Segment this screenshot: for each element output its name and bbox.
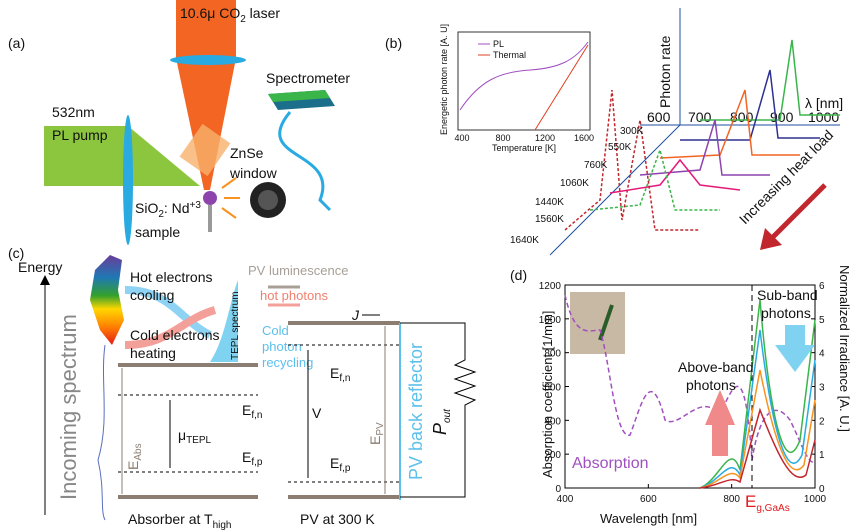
text: Cold — [262, 323, 289, 338]
panel-label: (d) — [510, 267, 527, 283]
y2-tick-label: 4 — [819, 349, 825, 360]
x-tick-label: 400 — [557, 494, 574, 505]
x-tick-label: 600 — [640, 494, 657, 505]
x-tick: 800 — [730, 109, 754, 125]
legend: PL — [493, 39, 504, 49]
temperature: 1440K — [535, 197, 564, 208]
text: PV luminescence — [248, 263, 348, 278]
ef: Ef,n — [242, 402, 262, 421]
pump-label: PL pump — [52, 127, 108, 143]
y-axis-label: Photon rate — [657, 35, 673, 108]
text: photon — [262, 339, 302, 354]
window-label: ZnSe — [230, 145, 264, 161]
legend: Thermal — [493, 50, 526, 60]
panel-b: (b) Energetic photon rate [A. U] 400 800… — [385, 8, 843, 255]
incoming-label: Incoming spectrum — [56, 314, 81, 500]
panel-c: (c) Energy Incoming spectrum Hot electro… — [8, 245, 475, 531]
thermal-curve — [535, 45, 588, 130]
x-tick: 1000 — [808, 109, 839, 125]
lens — [123, 115, 133, 245]
x-tick: 700 — [688, 109, 712, 125]
text: Above-band — [678, 359, 754, 375]
spectrum — [90, 255, 124, 345]
inset-x-tick: 1200 — [535, 133, 555, 143]
y-label: Absorption coefficient [1/mm] — [540, 311, 555, 478]
fiber — [280, 112, 330, 210]
mu: μTEPL — [178, 427, 212, 446]
rays — [222, 178, 240, 218]
ef: Ef,p — [330, 455, 351, 474]
inset-x-label: Temperature [K] — [492, 143, 556, 153]
text: heating — [130, 345, 176, 361]
text: recycling — [262, 355, 313, 370]
above-arrow — [705, 390, 735, 456]
x-tick: 600 — [647, 109, 671, 125]
y2-label: Normalized Irradiance [A. U.] — [837, 265, 852, 432]
inset-x-tick: 800 — [495, 133, 510, 143]
window — [180, 124, 231, 176]
text: Cold electrons — [130, 327, 220, 343]
temperature: 300K — [620, 126, 644, 137]
y2-tick-label: 1 — [819, 450, 825, 461]
spectra — [565, 40, 840, 230]
sample-label: sample — [135, 224, 180, 240]
x-tick-label: 1000 — [804, 494, 827, 505]
energy-label: Energy — [18, 259, 62, 275]
y2-tick-label: 2 — [819, 416, 825, 427]
temperature: 1060K — [560, 178, 589, 189]
x-label: Wavelength [nm] — [600, 511, 697, 526]
text: hot photons — [260, 288, 328, 303]
inset-frame — [458, 32, 590, 130]
text: PV at 300 K — [300, 511, 375, 527]
text: J — [351, 307, 360, 323]
p-out: Pout — [430, 408, 453, 435]
text: Absorber at Thigh — [128, 511, 231, 531]
temperature: 760K — [584, 160, 608, 171]
text: TEPL spectrum — [230, 291, 241, 360]
text: cooling — [130, 287, 174, 303]
ef: Ef,p — [242, 449, 263, 468]
y-tick-label: 1200 — [539, 281, 562, 292]
spectrometer-label: Spectrometer — [266, 70, 350, 86]
text: Sub-band — [757, 287, 818, 303]
eg: Eg,GaAs — [745, 492, 790, 514]
inset-x-tick: 400 — [454, 133, 469, 143]
sample-label: SiO2: Nd+3 — [135, 200, 201, 220]
temperature: 1560K — [535, 214, 564, 225]
photo — [570, 292, 625, 354]
y2-tick-label: 3 — [819, 383, 825, 394]
panel-a: (a) 10.6μ CO2 laser 532nm PL pump Spectr… — [8, 0, 350, 245]
temperature: 1640K — [510, 235, 539, 246]
text: Absorption — [572, 455, 649, 472]
temperature: 550K — [608, 142, 632, 153]
sample-dot — [203, 191, 217, 205]
panel-label: (a) — [8, 35, 25, 51]
y2-tick-label: 5 — [819, 315, 825, 326]
panel-label: (b) — [385, 35, 402, 51]
text: photons — [761, 305, 811, 321]
e-pv: EPV — [367, 422, 386, 445]
text: Hot electrons — [130, 269, 212, 285]
y2-tick-label: 6 — [819, 281, 825, 292]
figure: (a) 10.6μ CO2 laser 532nm PL pump Spectr… — [0, 0, 852, 531]
ef: Ef,n — [330, 365, 350, 384]
text: photons — [686, 377, 736, 393]
window-label: window — [229, 165, 278, 181]
inset-x-tick: 1600 — [574, 133, 594, 143]
x-tick-label: 800 — [723, 494, 740, 505]
lens — [170, 55, 246, 65]
pump-label: 532nm — [52, 104, 95, 120]
text: V — [312, 405, 322, 421]
e-abs: EAbs — [125, 443, 144, 470]
text: PV back reflector — [406, 343, 426, 480]
inset-y-label: Energetic photon rate [A. U] — [439, 24, 449, 135]
